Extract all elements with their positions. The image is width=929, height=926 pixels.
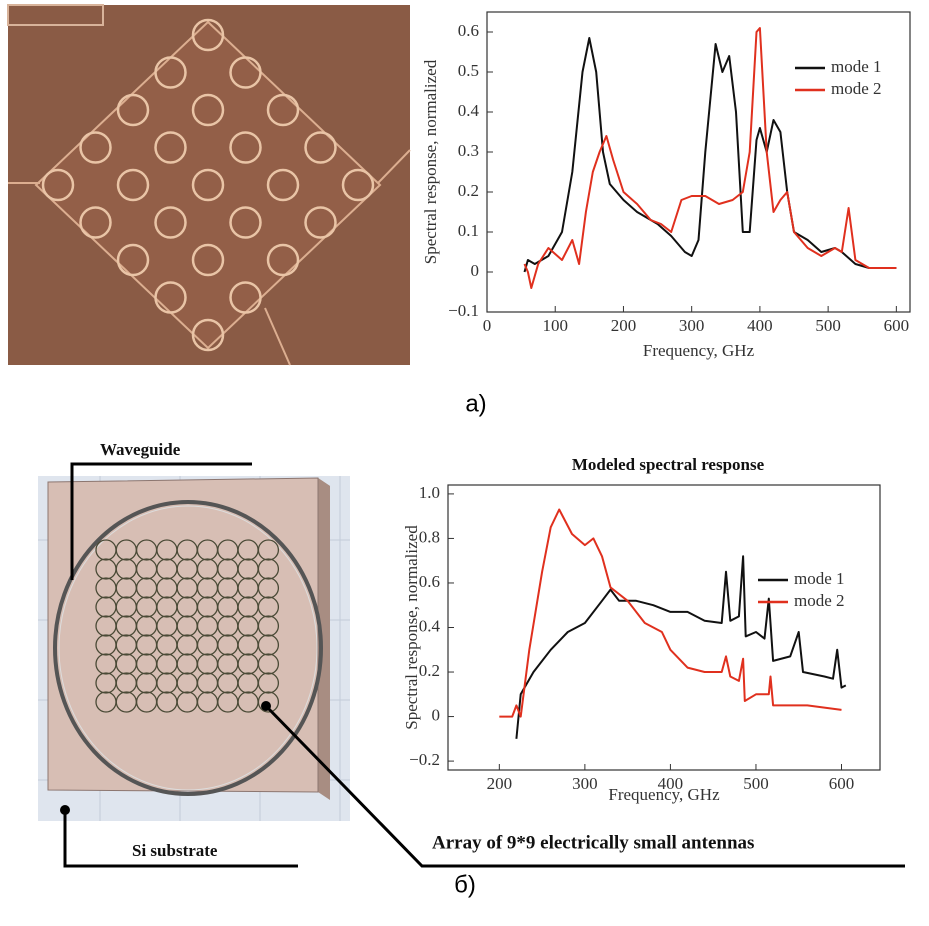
line-series: [499, 510, 841, 717]
x-tick-label: 0: [483, 316, 492, 335]
x-tick-label: 500: [815, 316, 841, 335]
y-axis-label: Spectral response, normalized: [402, 525, 421, 730]
x-tick-label: 400: [747, 316, 773, 335]
legend-label: mode 2: [794, 591, 845, 610]
y-tick-label: 0.3: [458, 141, 479, 160]
y-tick-label: 0.6: [458, 21, 479, 40]
y-tick-label: 0.2: [419, 661, 440, 680]
y-tick-label: −0.2: [409, 750, 440, 769]
y-tick-label: 0.4: [419, 616, 441, 635]
x-tick-label: 200: [611, 316, 637, 335]
x-axis-label: Frequency, GHz: [608, 785, 720, 804]
annotation: Array of 9*9 electrically small antennas: [432, 832, 754, 853]
figure: Waveguide Si substrate Array of 9*9 elec…: [0, 0, 929, 926]
x-tick-label: 100: [542, 316, 568, 335]
x-tick-label: 200: [487, 774, 513, 793]
legend-label: mode 2: [831, 79, 882, 98]
y-tick-label: 0: [432, 705, 441, 724]
y-tick-label: 0.1: [458, 221, 479, 240]
y-tick-label: 1.0: [419, 483, 440, 502]
x-tick-label: 500: [743, 774, 769, 793]
legend-label: mode 1: [831, 57, 882, 76]
x-tick-label: 300: [572, 774, 598, 793]
y-tick-label: −0.1: [448, 301, 479, 320]
y-tick-label: 0.5: [458, 61, 479, 80]
x-tick-label: 300: [679, 316, 705, 335]
panel-label: a): [465, 390, 486, 417]
y-tick-label: 0.8: [419, 527, 440, 546]
y-tick-label: 0: [471, 261, 480, 280]
annotation: Waveguide: [100, 440, 181, 459]
y-axis-label: Spectral response, normalized: [421, 59, 440, 264]
x-tick-label: 600: [829, 774, 855, 793]
model-render: [38, 476, 350, 821]
y-tick-label: 0.6: [419, 572, 440, 591]
plot-frame: [448, 485, 880, 770]
x-axis-label: Frequency, GHz: [643, 341, 755, 360]
y-tick-label: 0.4: [458, 101, 480, 120]
annotation: Si substrate: [132, 841, 218, 860]
x-tick-label: 600: [884, 316, 910, 335]
micrograph: [8, 5, 410, 365]
callout-dot: [60, 805, 70, 815]
y-tick-label: 0.2: [458, 181, 479, 200]
chart-title: Modeled spectral response: [572, 455, 765, 474]
callout-dot: [261, 701, 271, 711]
legend-label: mode 1: [794, 569, 845, 588]
panel-label: б): [454, 871, 476, 898]
